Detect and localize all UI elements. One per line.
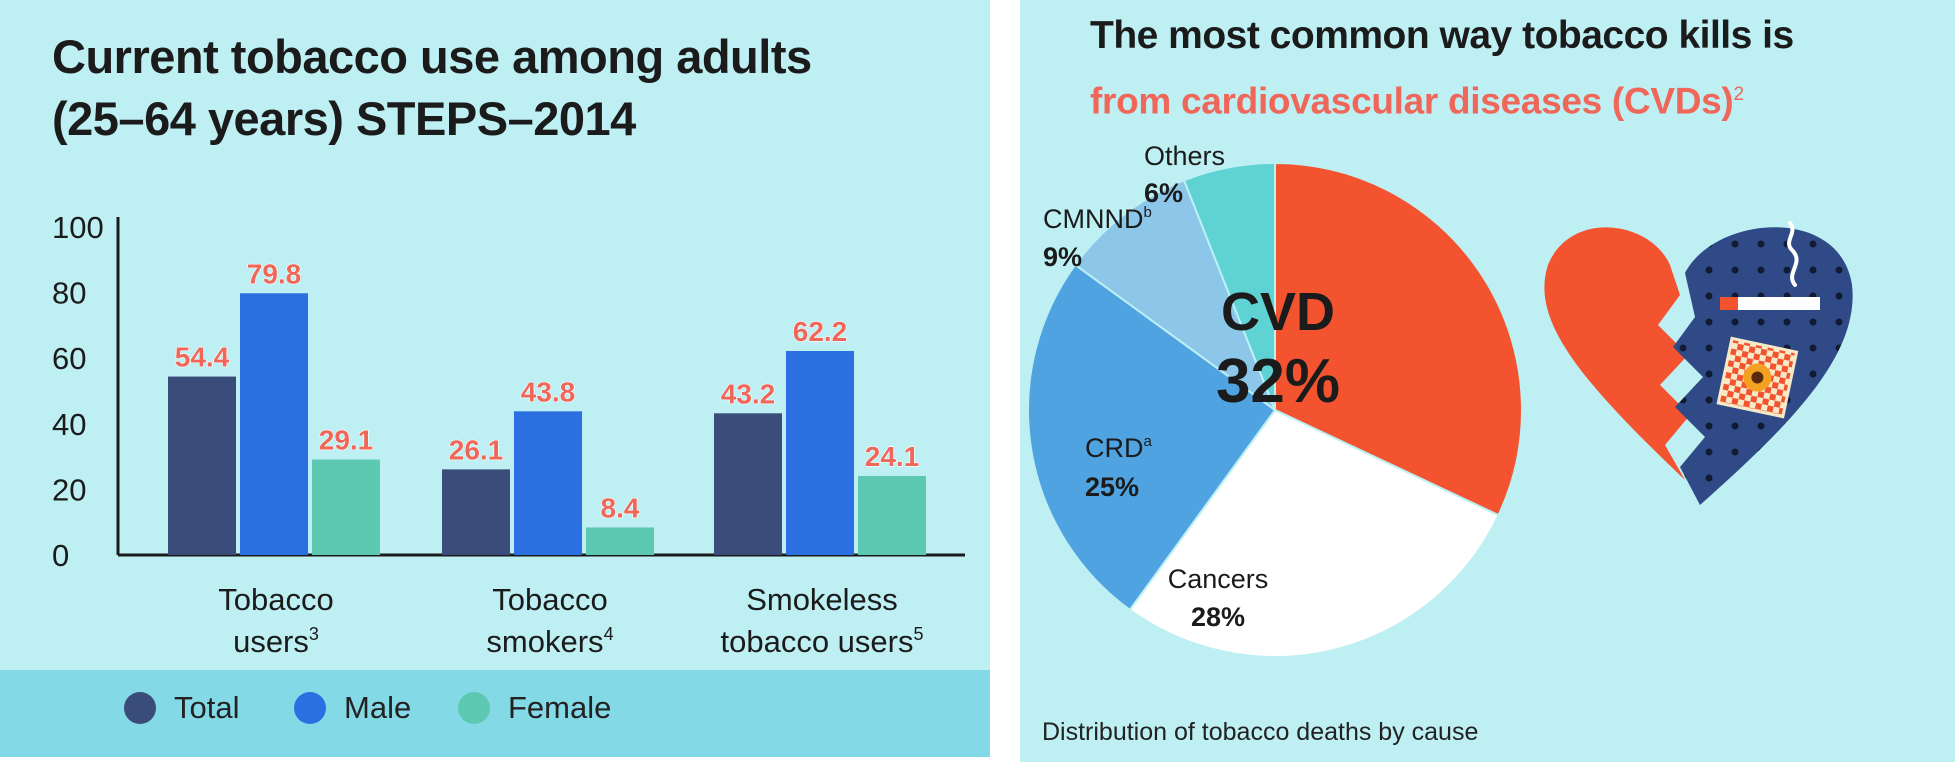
- pie-chart-subtitle-sup: 2: [1733, 84, 1744, 105]
- x-category-label: users3: [233, 624, 319, 659]
- pie-label-name: CRDa: [1085, 433, 1153, 463]
- bar-value-label: 54.4: [175, 342, 230, 373]
- legend-swatch-female: [458, 692, 490, 724]
- x-category-sup: 3: [309, 624, 319, 644]
- bar-chart-panel: Current tobacco use among adults (25–64 …: [0, 0, 990, 757]
- pie-chart-panel: The most common way tobacco kills is fro…: [1020, 0, 1955, 762]
- bar-value-label: 8.4: [601, 492, 640, 523]
- x-category-label: Tobacco: [492, 582, 607, 617]
- pie-label-sup: a: [1144, 433, 1153, 450]
- pie-label-percent: 9%: [1043, 242, 1082, 272]
- legend-item-total: Total: [124, 688, 239, 728]
- bar-male: [240, 293, 308, 555]
- y-tick-label: 0: [52, 538, 69, 573]
- legend-swatch-male: [294, 692, 326, 724]
- bar-female: [858, 475, 926, 555]
- pie-chart-subtitle-text: from cardiovascular diseases (CVDs): [1090, 80, 1734, 122]
- broken-heart-cigarette-icon: [1544, 221, 1853, 505]
- pie-slice-cvd: [1274, 161, 1523, 517]
- y-tick-label: 60: [52, 341, 86, 376]
- pie-slice-others: [1182, 161, 1276, 411]
- bar-value-label: 43.2: [721, 378, 776, 409]
- pie-label-name: CMNNDb: [1043, 204, 1152, 234]
- pie-slice-cmnnd: [1073, 179, 1278, 413]
- pie-label-percent: 28%: [1191, 602, 1245, 632]
- pie-chart-caption: Distribution of tobacco deaths by cause: [1042, 718, 1479, 746]
- legend-item-female: Female: [458, 688, 611, 728]
- bar-chart-title-line-2: (25–64 years) STEPS–2014: [52, 92, 636, 145]
- legend-swatch-total: [124, 692, 156, 724]
- pie-chart-title: The most common way tobacco kills is: [1090, 14, 1794, 57]
- bar-chart-title: Current tobacco use among adults (25–64 …: [52, 26, 952, 150]
- bar-value-label: 43.8: [521, 376, 576, 407]
- pie-slice-crd: [1027, 263, 1277, 612]
- bar-value-label: 26.1: [449, 434, 504, 465]
- x-category-sup: 4: [604, 624, 614, 644]
- y-tick-label: 40: [52, 407, 86, 442]
- legend-label-female: Female: [508, 690, 612, 725]
- y-tick-label: 20: [52, 472, 86, 507]
- pie-label-percent: 32%: [1216, 347, 1340, 416]
- bar-value-label: 79.8: [247, 258, 302, 289]
- bar-value-label: 62.2: [793, 316, 848, 347]
- bar-female: [586, 527, 654, 555]
- x-category-label: tobacco users5: [720, 624, 923, 659]
- bar-male: [786, 350, 854, 555]
- legend-item-male: Male: [294, 688, 411, 728]
- bar-chart-legend: Total Male Female: [0, 670, 990, 757]
- pie-label-sup: b: [1144, 204, 1152, 221]
- pie-label-name: Cancers: [1168, 564, 1269, 594]
- legend-label-male: Male: [344, 690, 412, 725]
- bar-total: [442, 469, 510, 555]
- bar-male: [514, 411, 582, 555]
- x-category-label: smokers4: [486, 624, 613, 659]
- bar-value-label: 29.1: [319, 425, 374, 456]
- x-category-label: Tobacco: [218, 582, 333, 617]
- bar-chart-title-line-1: Current tobacco use among adults: [52, 30, 812, 83]
- pie-label-percent: 25%: [1085, 472, 1139, 502]
- pie-chart-subtitle: from cardiovascular diseases (CVDs)2: [1090, 72, 1940, 124]
- pie-slice-cancers: [1128, 408, 1500, 658]
- bar-value-label: 24.1: [865, 441, 920, 472]
- x-category-label: Smokeless: [746, 582, 898, 617]
- bar-total: [168, 376, 236, 555]
- bar-total: [714, 413, 782, 555]
- pie-label-percent: 6%: [1144, 178, 1183, 208]
- bar-female: [312, 459, 380, 555]
- x-category-sup: 5: [913, 624, 923, 644]
- legend-label-total: Total: [174, 690, 240, 725]
- pie-label-name: CVD: [1221, 282, 1335, 342]
- pie-label-name: Others: [1144, 141, 1225, 171]
- bar-chart: 0 20 40 60 80 100 54.4 79.8 29.1 Tobacco users3 26.…: [52, 210, 965, 659]
- y-tick-label: 80: [52, 276, 86, 311]
- y-tick-label: 100: [52, 210, 104, 245]
